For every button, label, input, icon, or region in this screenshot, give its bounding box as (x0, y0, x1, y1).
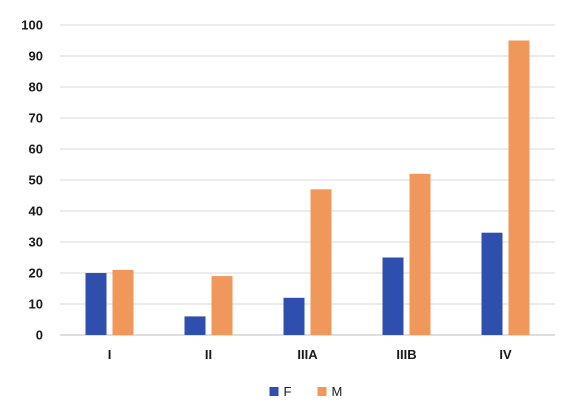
x-axis-category-labels: I II IIIA IIIB IV (108, 347, 512, 362)
bar-f-iv (481, 232, 503, 335)
bar-m-i (112, 269, 134, 335)
bar-m-iv (508, 40, 530, 335)
y-tick-label: 80 (29, 80, 43, 95)
legend-label-m: M (332, 384, 343, 399)
y-tick-label: 40 (29, 204, 43, 219)
legend-swatch-m (317, 387, 327, 396)
y-tick-label: 100 (21, 18, 43, 33)
y-tick-label: 30 (29, 235, 43, 250)
bar-m-iiia (310, 189, 332, 335)
x-category-label: I (108, 347, 112, 362)
bar-f-i (85, 273, 107, 335)
y-tick-label: 0 (36, 328, 43, 343)
y-tick-label: 60 (29, 142, 43, 157)
y-tick-label: 90 (29, 49, 43, 64)
legend-swatch-f (269, 387, 279, 396)
y-axis-tick-labels: 0 10 20 30 40 50 60 70 80 90 100 (21, 18, 43, 343)
y-tick-label: 70 (29, 111, 43, 126)
bar-m-ii (211, 276, 233, 335)
y-tick-label: 20 (29, 266, 43, 281)
x-category-label: IV (499, 347, 512, 362)
y-tick-label: 10 (29, 297, 43, 312)
x-category-label: IIIA (297, 347, 318, 362)
x-category-label: II (205, 347, 212, 362)
bars (85, 40, 530, 335)
bar-f-iiia (283, 297, 305, 335)
y-tick-label: 50 (29, 173, 43, 188)
gridlines (60, 24, 555, 336)
bar-f-iiib (382, 257, 404, 335)
x-category-label: IIIB (396, 347, 416, 362)
legend-label-f: F (284, 384, 292, 399)
bar-m-iiib (409, 173, 431, 335)
bar-f-ii (184, 316, 206, 335)
